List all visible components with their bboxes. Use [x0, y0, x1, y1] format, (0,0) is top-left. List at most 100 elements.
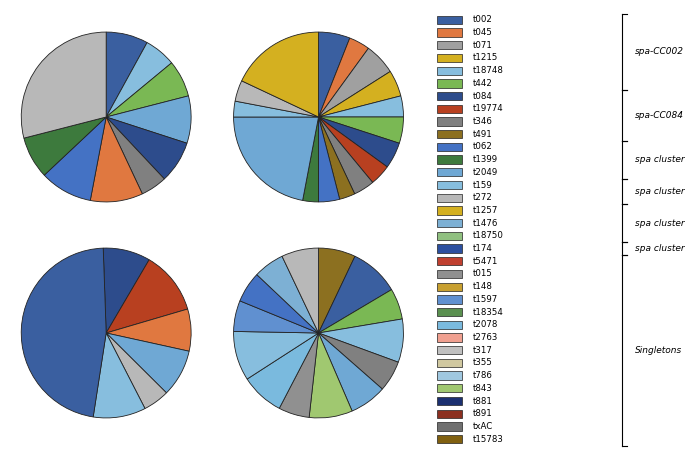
- Wedge shape: [93, 333, 145, 418]
- Text: t5471: t5471: [473, 257, 498, 266]
- Bar: [438, 257, 462, 266]
- Text: t786: t786: [473, 371, 493, 380]
- Text: t442: t442: [473, 79, 493, 88]
- Wedge shape: [106, 309, 191, 351]
- Wedge shape: [279, 333, 319, 418]
- Bar: [438, 67, 462, 75]
- Text: spa cluster 6: spa cluster 6: [635, 244, 685, 253]
- Wedge shape: [106, 260, 188, 333]
- Wedge shape: [247, 333, 319, 408]
- Bar: [438, 295, 462, 303]
- Bar: [438, 181, 462, 189]
- Bar: [438, 79, 462, 87]
- Text: t071: t071: [473, 41, 493, 50]
- Text: t891: t891: [473, 409, 493, 418]
- Text: t843: t843: [473, 384, 493, 393]
- Text: t15783: t15783: [473, 435, 503, 444]
- Text: t084: t084: [473, 92, 493, 101]
- Text: t881: t881: [473, 396, 493, 405]
- Wedge shape: [257, 256, 319, 333]
- Bar: [438, 143, 462, 151]
- Bar: [438, 244, 462, 253]
- Text: spa-CC002: spa-CC002: [635, 47, 684, 56]
- Wedge shape: [319, 117, 340, 202]
- Wedge shape: [24, 117, 106, 175]
- Wedge shape: [319, 38, 369, 117]
- Wedge shape: [45, 117, 106, 200]
- Wedge shape: [106, 32, 147, 117]
- Text: t1257: t1257: [473, 206, 498, 215]
- Text: t317: t317: [473, 346, 493, 355]
- Wedge shape: [21, 32, 106, 138]
- Wedge shape: [106, 117, 164, 194]
- Wedge shape: [235, 81, 319, 117]
- Text: t1215: t1215: [473, 54, 498, 63]
- Bar: [438, 16, 462, 24]
- Wedge shape: [319, 117, 355, 199]
- Text: t015: t015: [473, 270, 493, 279]
- Text: t18750: t18750: [473, 231, 503, 240]
- Wedge shape: [106, 117, 187, 179]
- Wedge shape: [242, 32, 319, 117]
- Text: t355: t355: [473, 358, 493, 367]
- Wedge shape: [234, 101, 319, 117]
- Wedge shape: [234, 332, 319, 379]
- Bar: [438, 397, 462, 405]
- Wedge shape: [319, 48, 390, 117]
- Wedge shape: [106, 43, 172, 117]
- Wedge shape: [282, 248, 319, 333]
- Bar: [438, 283, 462, 291]
- Wedge shape: [319, 290, 402, 333]
- Text: spa cluster 5: spa cluster 5: [635, 219, 685, 228]
- Bar: [438, 168, 462, 176]
- Wedge shape: [106, 63, 188, 117]
- Bar: [438, 194, 462, 202]
- Text: t2078: t2078: [473, 320, 498, 329]
- Bar: [438, 435, 462, 443]
- Bar: [438, 372, 462, 380]
- Wedge shape: [319, 256, 392, 333]
- Bar: [438, 41, 462, 50]
- Wedge shape: [319, 117, 373, 194]
- Wedge shape: [319, 72, 401, 117]
- Wedge shape: [309, 333, 352, 418]
- Bar: [438, 232, 462, 240]
- Text: t2049: t2049: [473, 168, 498, 177]
- Wedge shape: [319, 333, 382, 411]
- Wedge shape: [303, 117, 319, 202]
- Text: t1597: t1597: [473, 295, 498, 304]
- Wedge shape: [319, 117, 399, 167]
- Text: t1476: t1476: [473, 219, 498, 228]
- Text: spa-CC084: spa-CC084: [635, 111, 684, 120]
- Text: t18354: t18354: [473, 308, 503, 317]
- Wedge shape: [240, 274, 319, 333]
- Bar: [438, 28, 462, 37]
- Bar: [438, 410, 462, 418]
- Bar: [438, 333, 462, 342]
- Text: Singletons: Singletons: [635, 346, 682, 355]
- Bar: [438, 422, 462, 431]
- Text: spa cluster 3: spa cluster 3: [635, 155, 685, 164]
- Bar: [438, 54, 462, 62]
- Wedge shape: [319, 319, 403, 362]
- Text: t18748: t18748: [473, 66, 503, 75]
- Text: t148: t148: [473, 282, 493, 291]
- Wedge shape: [319, 117, 387, 182]
- Wedge shape: [319, 117, 403, 143]
- Bar: [438, 206, 462, 215]
- Bar: [438, 156, 462, 164]
- Bar: [438, 117, 462, 126]
- Wedge shape: [106, 333, 166, 409]
- Wedge shape: [234, 301, 319, 333]
- Text: txAC: txAC: [473, 422, 493, 431]
- Bar: [438, 270, 462, 278]
- Bar: [438, 346, 462, 354]
- Text: spa cluster 4: spa cluster 4: [635, 187, 685, 196]
- Text: t002: t002: [473, 15, 493, 24]
- Text: t272: t272: [473, 193, 493, 202]
- Wedge shape: [21, 248, 106, 417]
- Bar: [438, 105, 462, 113]
- Bar: [438, 321, 462, 329]
- Text: t491: t491: [473, 130, 493, 139]
- Text: t346: t346: [473, 117, 493, 126]
